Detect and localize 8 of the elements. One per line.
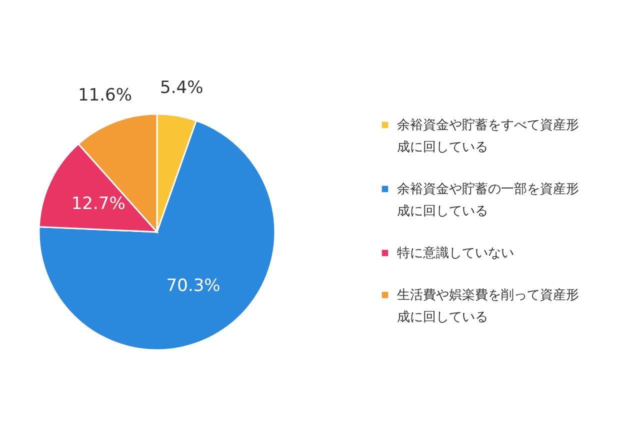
legend-label: 余裕資金や貯蓄の一部を資産形成に回している: [397, 181, 579, 219]
data-label: 5.4%: [160, 78, 204, 98]
legend-label: 生活費や娯楽費を削って資産形成に回している: [397, 287, 579, 325]
legend-label: 特に意識していない: [397, 246, 514, 261]
data-label: 12.7%: [71, 194, 126, 214]
legend-label: 余裕資金や貯蓄をすべて資産形成に回している: [397, 117, 579, 155]
data-label: 11.6%: [78, 86, 132, 106]
data-label: 70.3%: [166, 276, 220, 296]
